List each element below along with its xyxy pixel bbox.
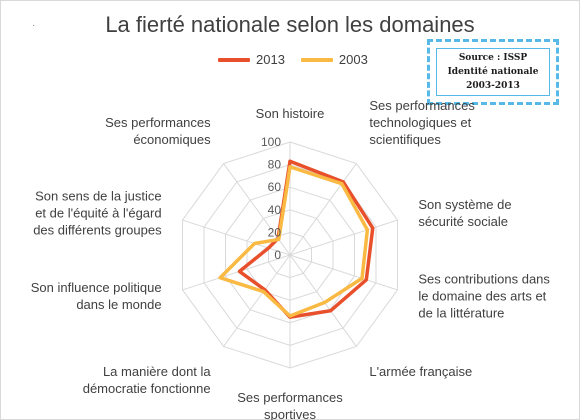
legend: 2013 2003 (218, 52, 368, 67)
axis-label-1: Ses performances technologiques et scienti… (369, 98, 475, 147)
axis-label-line: Ses performances (369, 98, 475, 113)
stamp-line-theme: Identité nationale (447, 67, 539, 77)
series-line-2003 (218, 165, 370, 318)
axis-label-line: Son histoire (256, 106, 325, 121)
stamp-line-years: 2003-2013 (466, 81, 520, 91)
spoke-1 (289, 163, 357, 256)
legend-label-2013: 2013 (256, 52, 285, 67)
chart-title: La fierté nationale selon les domaines (105, 12, 475, 37)
axis-label-2: Son système de sécurité sociale (418, 197, 511, 229)
spoke-4 (289, 254, 357, 347)
legend-label-2003: 2003 (338, 52, 368, 67)
axis-label-7: Son influence politique dans le monde (31, 280, 162, 312)
tick-label-60: 60 (268, 180, 282, 194)
legend-swatch-2003 (300, 57, 333, 62)
axis-label-9: Ses performances économiques (105, 115, 211, 147)
axis-label-line: Ses performances (237, 390, 343, 405)
axis-label-line: sécurité sociale (418, 214, 508, 229)
tick-label-80: 80 (268, 158, 282, 172)
axis-label-8: Son sens de la justice et de l'équité à l… (33, 188, 162, 237)
axis-label-line: le domaine des arts et (418, 289, 546, 304)
axis-label-line: L'armée française (369, 364, 472, 379)
axis-label-line: Ses contributions dans (418, 272, 550, 287)
legend-item-2003: 2003 (300, 52, 368, 67)
tick-label-100: 100 (261, 135, 281, 149)
tick-label-40: 40 (268, 203, 282, 217)
tick-label-20: 20 (268, 225, 282, 239)
spoke-2 (289, 219, 398, 256)
axis-label-line: scientifiques (369, 132, 441, 147)
stamp-line-source: Source : ISSP (458, 53, 528, 63)
axis-label-line: de la littérature (418, 306, 504, 321)
tick-label-0: 0 (274, 248, 281, 262)
axis-label-line: et de l'équité à l'égard (35, 205, 161, 220)
axis-label-line: démocratie fonctionne (83, 381, 211, 396)
axis-label-line: Son système de (418, 197, 511, 212)
series-line-2013 (237, 159, 375, 319)
source-stamp: Source : ISSP Identité nationale 2003-20… (427, 39, 559, 105)
axis-label-line: Ses performances (105, 115, 211, 130)
legend-item-2013: 2013 (218, 52, 285, 67)
axis-label-6: La manière dont la démocratie fonctionne (83, 364, 212, 396)
axis-label-line: La manière dont la (103, 364, 211, 379)
stray-dot: · (32, 20, 36, 31)
spoke-3 (289, 254, 398, 291)
spoke-8 (182, 219, 291, 256)
legend-swatch-2013 (218, 57, 250, 62)
axis-label-line: Son sens de la justice (35, 188, 161, 203)
axis-label-line: technologiques et (369, 115, 471, 130)
axis-label-4: L'armée française (369, 364, 472, 379)
axis-label-5: Ses performances sportives (237, 390, 343, 420)
axis-label-line: Son influence politique (31, 280, 162, 295)
spoke-6 (223, 254, 291, 347)
spoke-7 (182, 254, 291, 291)
axis-label-3: Ses contributions dans le domaine des art… (418, 272, 550, 321)
source-stamp-inner: Source : ISSP Identité nationale 2003-20… (436, 48, 550, 96)
axis-label-line: des différents groupes (33, 222, 162, 237)
axis-label-0: Son histoire (256, 106, 325, 121)
axis-label-line: dans le monde (76, 297, 161, 312)
axis-label-line: sportives (264, 407, 317, 420)
axis-label-line: économiques (133, 132, 211, 147)
